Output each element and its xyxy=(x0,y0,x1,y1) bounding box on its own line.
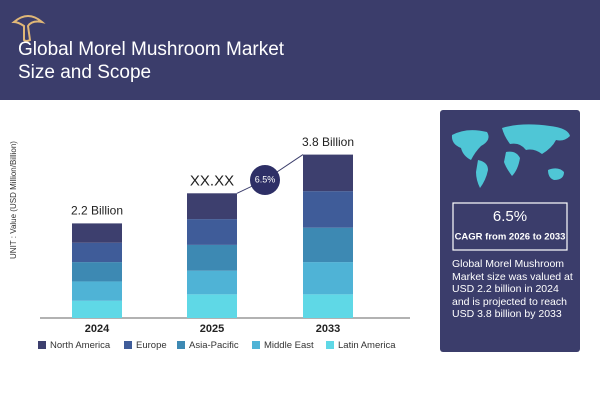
bar-segment xyxy=(72,223,122,243)
bar-segment xyxy=(187,270,237,295)
legend-swatch xyxy=(38,341,46,349)
legend-label: Europe xyxy=(136,340,167,351)
cagr-caption: CAGR from 2026 to 2033 xyxy=(455,232,566,243)
legend-swatch xyxy=(326,341,334,349)
legend-label: Asia-Pacific xyxy=(189,340,239,351)
x-tick-label: 2024 xyxy=(85,323,110,335)
logo xyxy=(11,15,46,42)
cagr-label: 6.5% xyxy=(255,174,276,184)
x-tick-label: 2025 xyxy=(200,323,224,335)
legend-swatch xyxy=(124,341,132,349)
legend-swatch xyxy=(177,341,185,349)
legend-label: Latin America xyxy=(338,340,396,351)
bar-segment xyxy=(187,244,237,271)
cagr-box xyxy=(452,202,568,251)
bar-segment xyxy=(303,294,353,318)
legend-swatch xyxy=(252,341,260,349)
x-tick-label: 2033 xyxy=(316,323,340,335)
bar-segment xyxy=(303,227,353,263)
y-axis-label: UNIT : Value (USD Million/Billion) xyxy=(9,141,18,259)
bar-segment xyxy=(303,262,353,295)
world-map xyxy=(451,124,570,188)
cagr-value: 6.5% xyxy=(493,208,527,225)
legend-label: North America xyxy=(50,340,111,351)
bar-segment xyxy=(303,154,353,192)
bar-segment xyxy=(187,294,237,318)
bar-segment xyxy=(72,242,122,263)
bar-segment xyxy=(72,281,122,301)
title-line: Size and Scope xyxy=(18,62,151,83)
cagr-bubble xyxy=(250,165,280,195)
total-label: 3.8 Billion xyxy=(302,135,354,149)
bar-segment xyxy=(187,219,237,245)
side-panel xyxy=(440,110,580,352)
title-line: Global Morel Mushroom Market xyxy=(18,39,285,60)
header-band xyxy=(0,0,600,100)
total-label: 2.2 Billion xyxy=(71,204,123,218)
description: Global Morel Mushroom Market size was va… xyxy=(452,258,573,320)
bar-segment xyxy=(303,191,353,228)
bar-segment xyxy=(187,193,237,220)
bar-segment xyxy=(72,262,122,282)
bar-segment xyxy=(72,300,122,318)
total-label: XX.XX xyxy=(190,172,234,189)
legend-label: Middle East xyxy=(264,340,314,351)
